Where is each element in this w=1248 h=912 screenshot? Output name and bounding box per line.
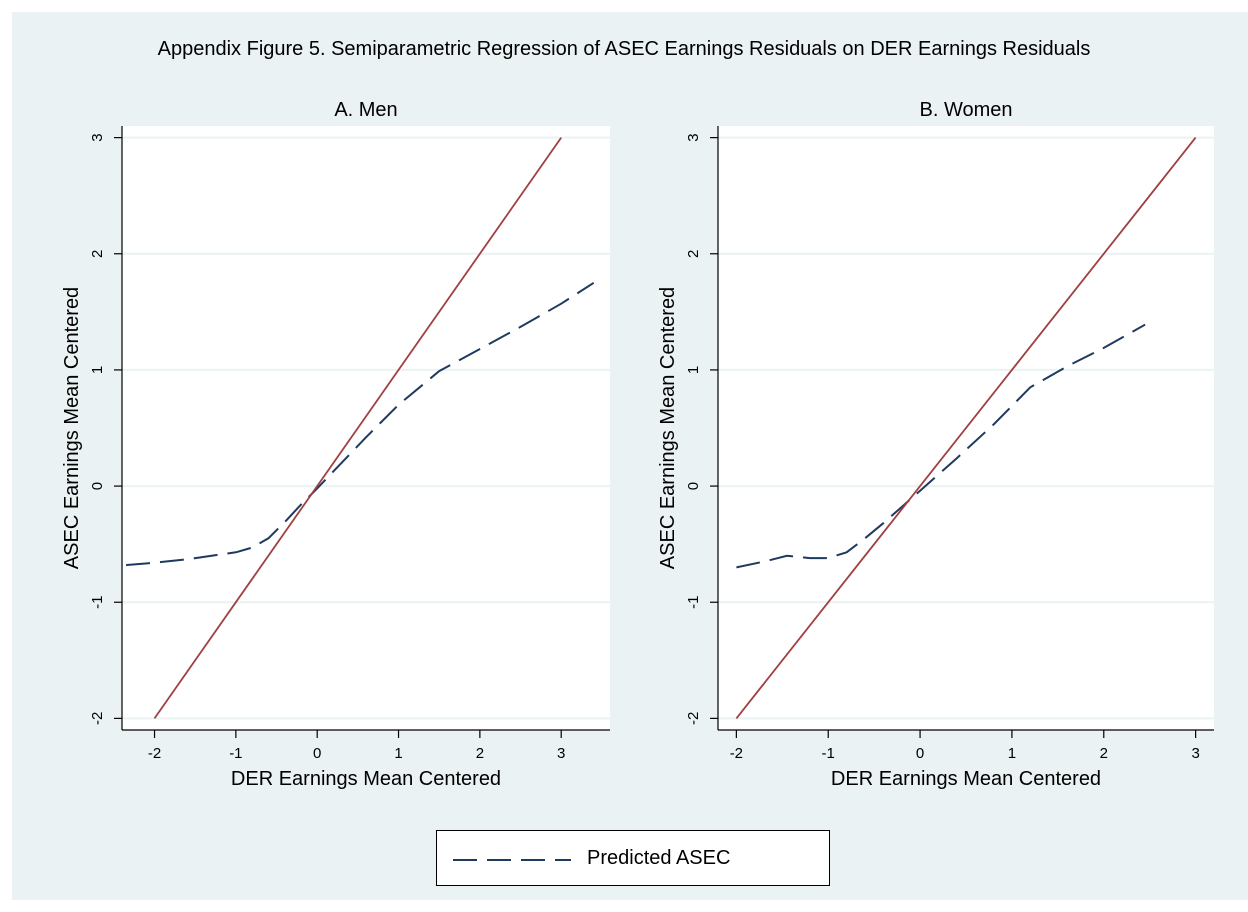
men-y-tick-label-5: 3 [89, 133, 106, 141]
women-panel-title: B. Women [920, 99, 1013, 121]
men-y-tick-label-0: -2 [89, 712, 106, 725]
women-x-axis-label: DER Earnings Mean Centered [831, 768, 1101, 790]
women-y-tick-label-1: -1 [685, 596, 702, 609]
women-x-tick-label-4: 2 [1100, 745, 1108, 762]
women-y-tick-label-4: 2 [685, 250, 702, 258]
men-x-axis-label: DER Earnings Mean Centered [231, 768, 501, 790]
women-panel: -2 -1 0 1 2 3 -2 -1 0 1 2 3 B. Women DER Earnings Mea… [657, 99, 1214, 790]
figure-title: Appendix Figure 5. Semiparametric Regres… [157, 38, 1091, 60]
men-y-tick-label-4: 2 [89, 250, 106, 258]
men-x-tick-label-5: 3 [557, 745, 565, 762]
legend: Predicted ASEC [436, 830, 830, 886]
women-y-axis-label: ASEC Earnings Mean Centered [657, 287, 679, 569]
women-predicted-asec-line [736, 323, 1146, 569]
men-y-tick-label-1: -1 [89, 596, 106, 609]
women-x-tick-label-0: -2 [730, 745, 743, 762]
men-panel: -2 -1 0 1 2 3 -2 -1 0 1 2 3 A. Men DER Earnings Mean … [61, 99, 610, 790]
men-y-tick-label-3: 1 [89, 366, 106, 374]
women-x-tick-label-3: 1 [1008, 745, 1016, 762]
men-reference-line [153, 137, 562, 719]
women-y-tick-label-5: 3 [685, 133, 702, 141]
women-y-tick-label-0: -2 [685, 712, 702, 725]
men-x-tick-label-3: 1 [394, 745, 402, 762]
men-y-tick-label-2: 0 [89, 482, 106, 490]
women-y-tick-label-3: 1 [685, 366, 702, 374]
legend-label: Predicted ASEC [587, 847, 731, 869]
women-y-tick-label-2: 0 [685, 482, 702, 490]
men-y-axis-label: ASEC Earnings Mean Centered [61, 287, 83, 569]
legend-swatch-dashed-line [453, 859, 571, 861]
men-plot-area [122, 126, 610, 730]
men-x-tick-label-2: 0 [313, 745, 321, 762]
women-reference-line [735, 137, 1197, 719]
men-x-tick-label-1: -1 [229, 745, 242, 762]
women-x-tick-label-1: -1 [822, 745, 835, 762]
men-panel-title: A. Men [334, 99, 397, 121]
women-x-tick-label-5: 3 [1191, 745, 1199, 762]
men-x-tick-label-0: -2 [148, 745, 161, 762]
men-x-tick-label-4: 2 [476, 745, 484, 762]
women-x-tick-label-2: 0 [916, 745, 924, 762]
